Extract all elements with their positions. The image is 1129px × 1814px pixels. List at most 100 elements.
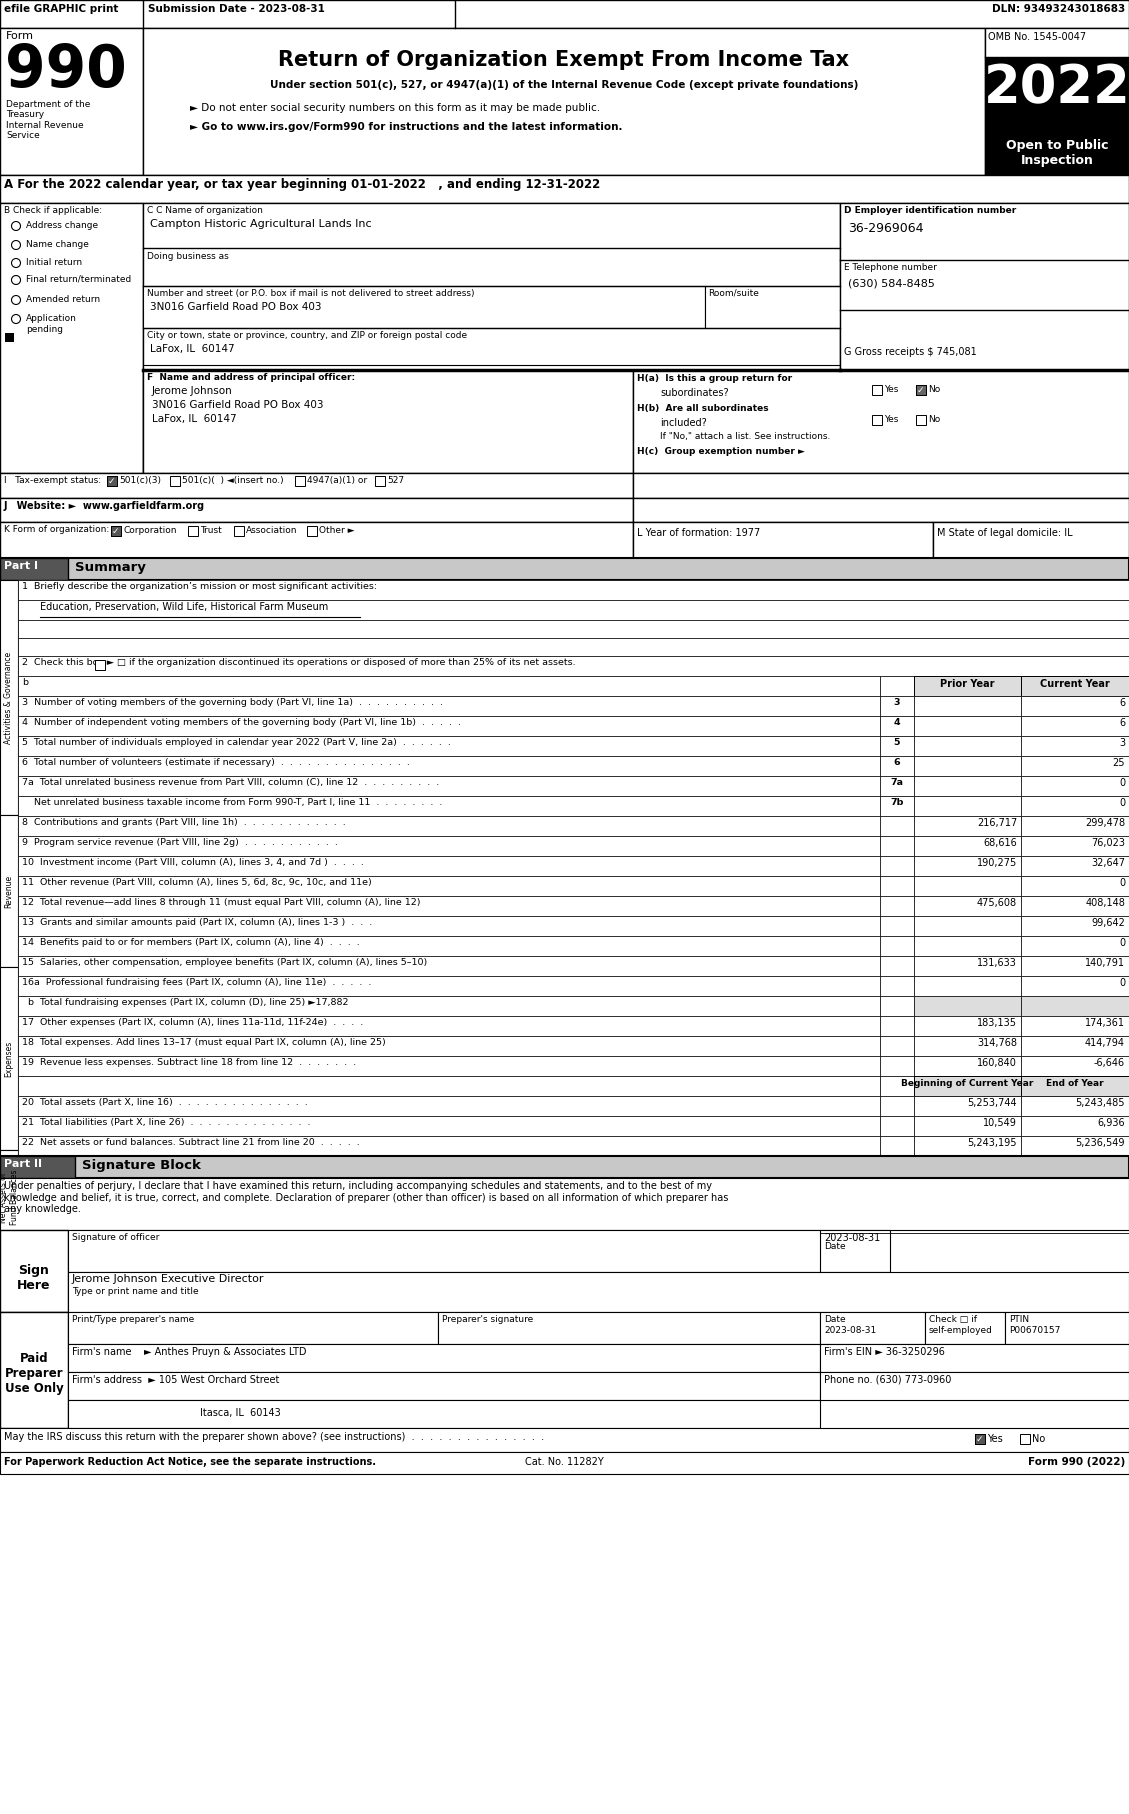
Bar [0, 499, 633, 522]
Text: 140,791: 140,791 [1085, 958, 1124, 969]
Bar [879, 976, 914, 996]
Text: 25: 25 [1112, 758, 1124, 767]
Bar [1021, 796, 1129, 816]
Bar [914, 1096, 1021, 1116]
Text: 0: 0 [1119, 778, 1124, 787]
Bar [975, 1435, 984, 1444]
Bar [704, 287, 840, 328]
Bar [914, 976, 1021, 996]
Text: Preparer's signature: Preparer's signature [441, 1315, 533, 1324]
Text: Initial return: Initial return [26, 258, 82, 267]
Text: 5,243,485: 5,243,485 [1076, 1097, 1124, 1108]
Bar [0, 1230, 68, 1312]
Text: 0: 0 [1119, 938, 1124, 949]
Bar [879, 1116, 914, 1136]
Text: 17  Other expenses (Part IX, column (A), lines 11a-11d, 11f-24e)  .  .  .  .: 17 Other expenses (Part IX, column (A), … [21, 1018, 364, 1027]
Text: Prior Year: Prior Year [940, 678, 995, 689]
Bar [68, 1230, 890, 1272]
Text: 3: 3 [894, 698, 900, 707]
Text: 414,794: 414,794 [1085, 1038, 1124, 1048]
Bar [1021, 816, 1129, 836]
Bar [111, 526, 121, 535]
Bar [633, 499, 1129, 522]
Text: b: b [21, 678, 28, 688]
Text: 183,135: 183,135 [977, 1018, 1017, 1029]
Bar [0, 1156, 1129, 1177]
Bar [879, 916, 914, 936]
Bar [1021, 756, 1129, 776]
Text: K Form of organization:: K Form of organization: [5, 524, 110, 533]
Text: I   Tax-exempt status:: I Tax-exempt status: [5, 475, 102, 484]
Text: L Year of formation: 1977: L Year of formation: 1977 [637, 528, 760, 539]
Bar [18, 639, 1129, 657]
Bar [879, 697, 914, 717]
Text: 6: 6 [1119, 698, 1124, 707]
Bar [0, 473, 633, 499]
Bar [914, 956, 1021, 976]
Bar [916, 415, 926, 424]
Bar [18, 677, 879, 697]
Text: Campton Historic Agricultural Lands Inc: Campton Historic Agricultural Lands Inc [150, 219, 371, 229]
Bar [95, 660, 105, 669]
Bar [914, 1056, 1021, 1076]
Text: 408,148: 408,148 [1085, 898, 1124, 909]
Text: pending: pending [26, 325, 63, 334]
Text: Firm's address  ► 105 West Orchard Street: Firm's address ► 105 West Orchard Street [72, 1375, 279, 1386]
Bar [18, 600, 1129, 620]
Text: subordinates?: subordinates? [660, 388, 728, 397]
Bar [633, 473, 1129, 499]
Bar [1005, 1312, 1129, 1344]
Text: City or town, state or province, country, and ZIP or foreign postal code: City or town, state or province, country… [147, 330, 467, 339]
Bar [0, 1451, 1129, 1475]
Text: No: No [928, 385, 940, 394]
Bar [879, 776, 914, 796]
Bar [18, 816, 879, 836]
Text: Jerome Johnson: Jerome Johnson [152, 386, 233, 395]
Bar [18, 856, 879, 876]
Bar [18, 717, 879, 736]
Text: Under penalties of perjury, I declare that I have examined this return, includin: Under penalties of perjury, I declare th… [5, 1181, 728, 1214]
Text: Net unrelated business taxable income from Form 990-T, Part I, line 11  .  .  . : Net unrelated business taxable income fr… [21, 798, 443, 807]
Bar [18, 580, 1129, 600]
Bar [18, 1076, 879, 1096]
Bar [0, 967, 18, 1150]
Bar [0, 559, 68, 580]
Bar [0, 1177, 1129, 1230]
Bar [375, 475, 385, 486]
Text: ✓: ✓ [917, 386, 925, 395]
Bar [914, 816, 1021, 836]
Text: 76,023: 76,023 [1091, 838, 1124, 847]
Text: Paid
Preparer
Use Only: Paid Preparer Use Only [5, 1351, 63, 1395]
Bar [143, 370, 633, 473]
Bar [68, 1312, 438, 1344]
Text: 6  Total number of volunteers (estimate if necessary)  .  .  .  .  .  .  .  .  .: 6 Total number of volunteers (estimate i… [21, 758, 410, 767]
Bar [18, 1016, 879, 1036]
Bar [820, 1312, 925, 1344]
Text: Education, Preservation, Wild Life, Historical Farm Museum: Education, Preservation, Wild Life, Hist… [40, 602, 329, 611]
Text: 12  Total revenue—add lines 8 through 11 (must equal Part VIII, column (A), line: 12 Total revenue—add lines 8 through 11 … [21, 898, 420, 907]
Bar [914, 1036, 1021, 1056]
Text: Corporation: Corporation [123, 526, 176, 535]
Bar [820, 1344, 1129, 1371]
Text: 5  Total number of individuals employed in calendar year 2022 (Part V, line 2a) : 5 Total number of individuals employed i… [21, 738, 450, 747]
Text: 190,275: 190,275 [977, 858, 1017, 869]
Text: LaFox, IL  60147: LaFox, IL 60147 [152, 414, 237, 424]
Bar [984, 56, 1129, 134]
Bar [975, 1435, 984, 1444]
Text: 3N016 Garfield Road PO Box 403: 3N016 Garfield Road PO Box 403 [150, 301, 322, 312]
Bar [1021, 1096, 1129, 1116]
Bar [107, 475, 117, 486]
Bar [18, 1056, 879, 1076]
Bar [18, 836, 879, 856]
Text: D Employer identification number: D Employer identification number [844, 207, 1016, 216]
Bar [0, 0, 1129, 27]
Text: Date: Date [824, 1315, 846, 1324]
Bar [879, 956, 914, 976]
Text: Signature Block: Signature Block [82, 1159, 201, 1172]
Text: LaFox, IL  60147: LaFox, IL 60147 [150, 345, 235, 354]
Bar [914, 856, 1021, 876]
Bar [1021, 1056, 1129, 1076]
Text: A For the 2022 calendar year, or tax year beginning 01-01-2022   , and ending 12: A For the 2022 calendar year, or tax yea… [5, 178, 601, 190]
Text: No: No [1032, 1435, 1045, 1444]
Bar [143, 203, 840, 473]
